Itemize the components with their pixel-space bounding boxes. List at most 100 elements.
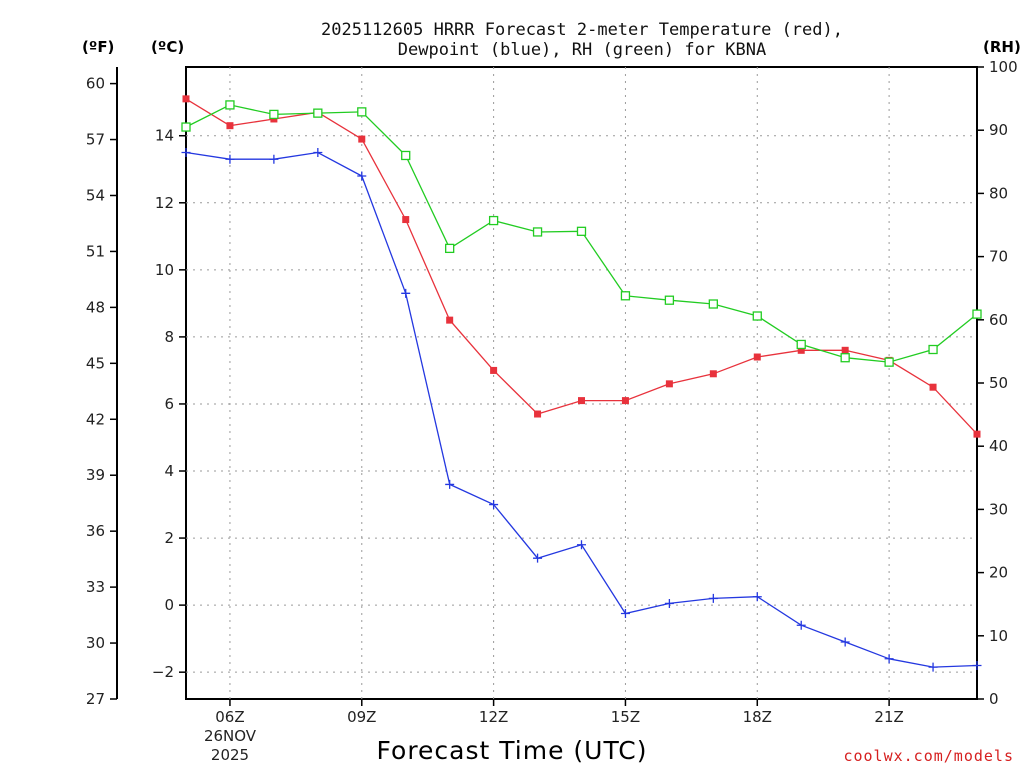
dewpoint-point <box>401 288 411 298</box>
dewpoint-point <box>269 154 279 164</box>
dewpoint-series <box>181 147 982 672</box>
fahrenheit-tick-label: 45 <box>86 354 105 372</box>
fahrenheit-tick-label: 54 <box>86 186 105 204</box>
plot-area-frame <box>185 66 978 700</box>
time-tick-label: 21Z <box>874 708 903 726</box>
celsius-tick-label: 10 <box>155 261 174 279</box>
dewpoint-point <box>225 154 235 164</box>
dewpoint-point <box>577 540 586 550</box>
temperature-point <box>797 346 805 354</box>
rh-tick-label: 50 <box>989 374 1008 392</box>
rh-point <box>884 357 894 367</box>
fahrenheit-tick-label: 48 <box>86 298 105 316</box>
rh-point <box>269 109 279 120</box>
x-axis-label: Forecast Time (UTC) <box>377 736 648 765</box>
rh-point <box>181 122 191 132</box>
temperature-point <box>182 95 190 103</box>
dewpoint-point <box>489 500 499 510</box>
temperature-series <box>182 95 981 438</box>
time-tick-label: 15Z <box>611 708 640 726</box>
dewpoint-point <box>928 662 938 672</box>
dewpoint-point <box>840 637 850 647</box>
dewpoint-point <box>708 593 718 603</box>
rh-axis-unit-label: (RH) <box>983 38 1021 56</box>
temperature-point <box>709 370 717 378</box>
rh-point <box>620 291 631 301</box>
rh-tick-label: 30 <box>989 500 1008 518</box>
dewpoint-point <box>181 147 191 157</box>
temperature-point <box>841 346 849 354</box>
temperature-point <box>490 366 498 374</box>
fahrenheit-tick-label: 57 <box>86 131 105 149</box>
rh-point <box>796 339 806 350</box>
rh-series <box>181 100 982 367</box>
dewpoint-point <box>796 620 806 630</box>
celsius-axis-ticks: −2 0 2 4 6 8 10 12 14 <box>152 127 186 681</box>
temperature-point <box>534 410 542 418</box>
rh-tick-label: 80 <box>989 184 1008 202</box>
rh-point <box>708 299 718 309</box>
dewpoint-point <box>884 654 894 664</box>
rh-tick-label: 100 <box>989 58 1018 76</box>
fahrenheit-axis-unit-label: (ºF) <box>82 38 114 56</box>
temperature-line <box>185 98 978 435</box>
dewpoint-point <box>664 598 674 608</box>
date-label-year: 2025 <box>211 746 249 764</box>
rh-tick-label: 10 <box>989 627 1008 645</box>
time-tick-label: 06Z <box>215 708 244 726</box>
time-axis-ticks: 06Z 09Z 12Z 15Z 18Z 21Z <box>215 699 904 726</box>
dewpoint-point <box>313 147 323 157</box>
data-series <box>181 95 982 672</box>
temperature-point <box>446 316 454 324</box>
fahrenheit-tick-label: 27 <box>86 690 105 708</box>
time-tick-label: 12Z <box>479 708 508 726</box>
celsius-tick-label: 4 <box>164 462 174 480</box>
rh-point <box>664 295 675 305</box>
fahrenheit-tick-label: 30 <box>86 634 105 652</box>
celsius-tick-label: 0 <box>164 596 174 614</box>
dewpoint-point <box>620 609 630 619</box>
celsius-axis-unit-label: (ºC) <box>151 38 184 56</box>
fahrenheit-axis-ticks: 27 30 33 36 39 42 45 48 51 54 57 60 <box>86 75 117 708</box>
rh-point <box>972 309 982 319</box>
temperature-point <box>753 353 761 361</box>
celsius-tick-label: −2 <box>152 663 174 681</box>
temperature-point <box>358 135 366 143</box>
rh-point <box>225 100 235 110</box>
fahrenheit-tick-label: 36 <box>86 522 105 540</box>
temperature-point <box>621 397 629 405</box>
rh-axis-ticks: 0 10 20 30 40 50 60 70 80 90 100 <box>977 58 1018 708</box>
credit-text: coolwx.com/models <box>843 747 1014 765</box>
fahrenheit-tick-label: 33 <box>86 578 105 596</box>
rh-tick-label: 0 <box>989 690 999 708</box>
rh-tick-label: 60 <box>989 311 1008 329</box>
chart-title-line-2: Dewpoint (blue), RH (green) for KBNA <box>398 40 766 60</box>
celsius-tick-label: 6 <box>164 395 174 413</box>
fahrenheit-tick-label: 42 <box>86 410 105 428</box>
fahrenheit-tick-label: 51 <box>86 242 105 260</box>
rh-tick-label: 20 <box>989 564 1008 582</box>
dewpoint-point <box>752 592 762 602</box>
gridlines <box>186 67 977 699</box>
time-tick-label: 09Z <box>347 708 376 726</box>
rh-point <box>488 215 499 226</box>
celsius-tick-label: 8 <box>164 328 174 346</box>
chart-title-line-1: 2025112605 HRRR Forecast 2-meter Tempera… <box>321 20 843 40</box>
rh-point <box>840 353 850 363</box>
temperature-point <box>973 430 981 438</box>
fahrenheit-tick-label: 39 <box>86 466 105 484</box>
celsius-tick-label: 12 <box>155 194 174 212</box>
rh-point <box>357 107 367 117</box>
rh-point <box>576 226 587 236</box>
temperature-point <box>402 216 410 224</box>
temperature-point <box>665 380 673 388</box>
temperature-point <box>578 397 585 405</box>
fahrenheit-tick-label: 60 <box>86 75 105 93</box>
rh-point <box>752 311 762 321</box>
celsius-tick-label: 14 <box>155 127 174 145</box>
dewpoint-point <box>533 553 543 563</box>
rh-point <box>532 227 543 237</box>
rh-tick-label: 90 <box>989 121 1008 139</box>
rh-tick-label: 40 <box>989 437 1008 455</box>
